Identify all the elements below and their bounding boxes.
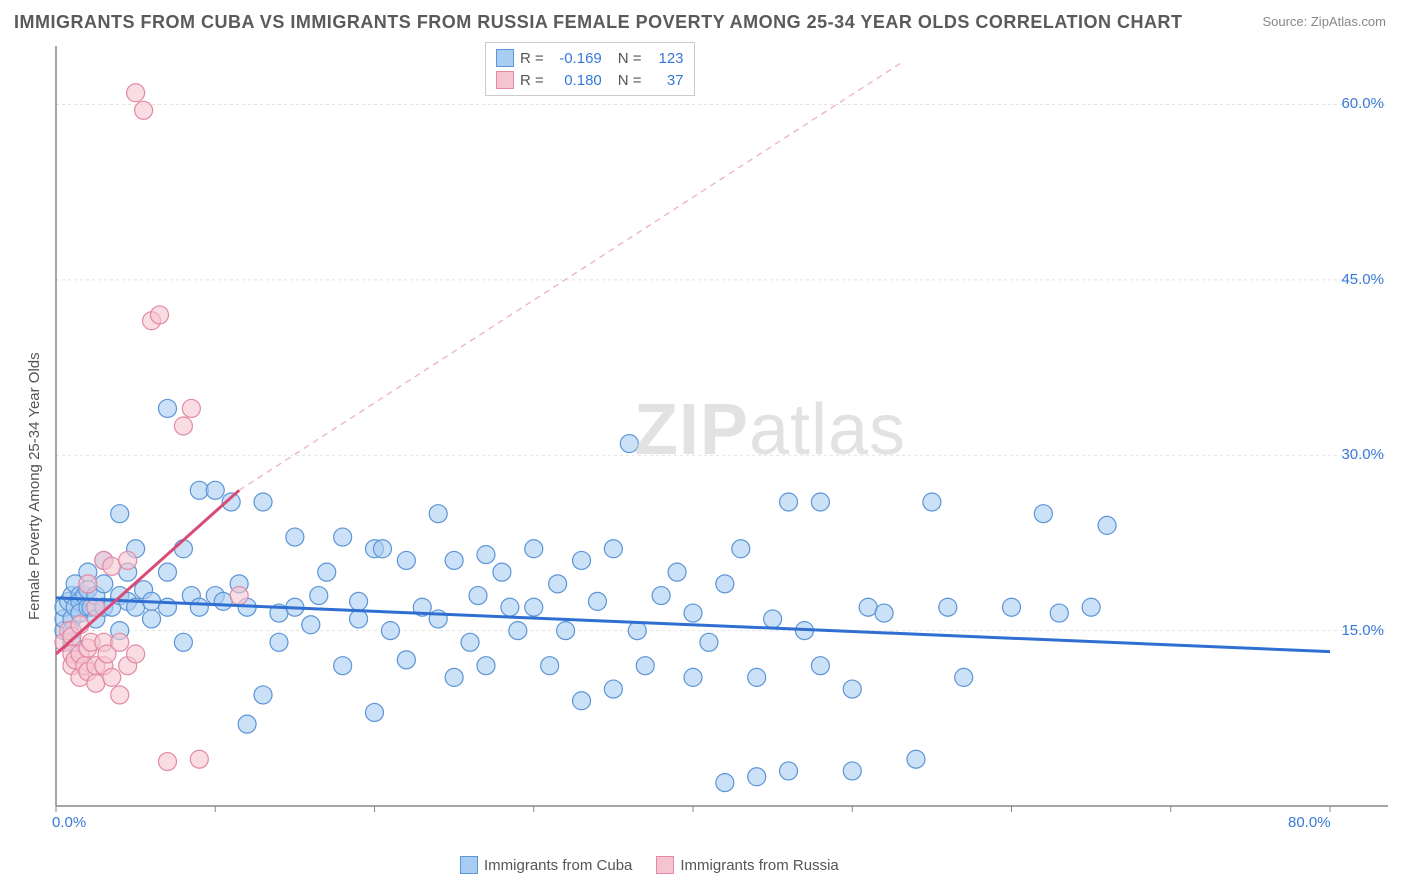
stat-legend-row: R = 0.180 N = 37 <box>496 69 684 91</box>
y-tick-label: 45.0% <box>1341 271 1384 288</box>
bottom-legend-item: Immigrants from Russia <box>656 856 838 874</box>
chart-title: IMMIGRANTS FROM CUBA VS IMMIGRANTS FROM … <box>14 12 1183 33</box>
stat-legend: R = -0.169 N = 123 R = 0.180 N = 37 <box>485 42 695 96</box>
legend-swatch <box>460 856 478 874</box>
x-tick-label: 0.0% <box>52 814 86 831</box>
stat-n-value: 37 <box>648 72 684 89</box>
source-prefix: Source: <box>1262 14 1310 29</box>
legend-series-name: Immigrants from Cuba <box>484 857 632 874</box>
stat-n-label: N = <box>618 72 642 89</box>
stat-r-value: -0.169 <box>550 50 602 67</box>
y-tick-label: 15.0% <box>1341 622 1384 639</box>
legend-series-name: Immigrants from Russia <box>680 857 838 874</box>
legend-swatch <box>496 49 514 67</box>
y-axis-label: Female Poverty Among 25-34 Year Olds <box>26 352 43 620</box>
stat-legend-row: R = -0.169 N = 123 <box>496 47 684 69</box>
stat-r-label: R = <box>520 72 544 89</box>
legend-swatch <box>496 71 514 89</box>
bottom-legend: Immigrants from Cuba Immigrants from Russ… <box>460 856 839 874</box>
bottom-legend-item: Immigrants from Cuba <box>460 856 632 874</box>
stat-n-label: N = <box>618 50 642 67</box>
stat-r-value: 0.180 <box>550 72 602 89</box>
y-tick-label: 30.0% <box>1341 446 1384 463</box>
scatter-plot <box>50 40 1388 830</box>
legend-swatch <box>656 856 674 874</box>
x-tick-label: 80.0% <box>1288 814 1331 831</box>
stat-r-label: R = <box>520 50 544 67</box>
y-tick-label: 60.0% <box>1341 95 1384 112</box>
chart-area: ZIPatlas R =-0.169N =123R =0.180N =37 0.… <box>50 40 1388 830</box>
source-name: ZipAtlas.com <box>1311 14 1386 29</box>
source-attribution: Source: ZipAtlas.com <box>1262 14 1386 29</box>
stat-n-value: 123 <box>648 50 684 67</box>
